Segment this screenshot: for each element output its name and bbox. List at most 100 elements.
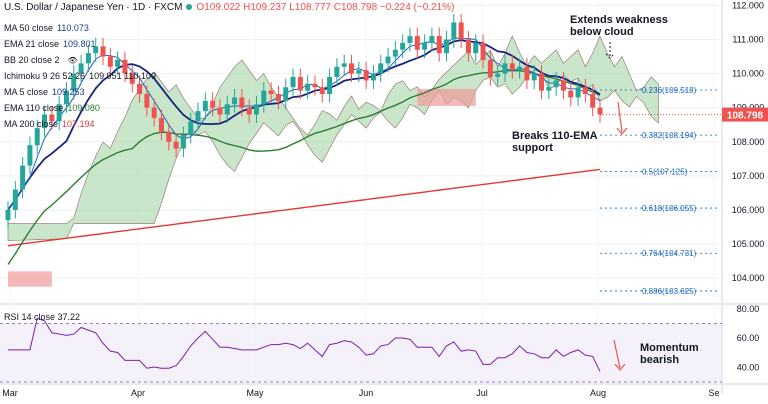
candle-body	[129, 73, 135, 84]
legend-label: MA 50 close	[4, 23, 54, 33]
legend-label: MA 200 close	[4, 119, 59, 129]
legend-label: BB 20 close 2	[4, 55, 60, 65]
candle-body	[107, 56, 113, 67]
last-price-tag	[722, 107, 768, 122]
y-tick-label: 105.000	[732, 239, 765, 249]
y-tick-label: 110.000	[732, 69, 764, 79]
candle-body	[188, 121, 194, 135]
candle-body	[546, 87, 552, 91]
candle-body	[378, 63, 384, 74]
candle-body	[115, 59, 121, 67]
symbol-title: U.S. Dollar / Japanese Yen · 1D · FXCM	[4, 2, 183, 13]
legend-label: Ichimoku 9 26 52 26	[4, 71, 86, 81]
legend-row: Ichimoku 9 26 52 26 109.951 110.109	[4, 68, 160, 84]
candle-body	[297, 77, 303, 91]
candle-body	[246, 107, 252, 115]
candle-body	[524, 66, 530, 81]
candle-body	[290, 77, 296, 88]
candle-body	[144, 94, 150, 108]
legend-label: EMA 110 close	[4, 103, 64, 113]
candle-body	[575, 87, 581, 98]
legend-row: MA 50 close 110.073	[4, 20, 160, 36]
candle-body	[392, 49, 398, 57]
candle-body	[224, 104, 230, 115]
candle-body	[429, 36, 435, 43]
legend-row: EMA 110 close 109.080	[4, 100, 160, 116]
candle-body	[370, 73, 376, 81]
candle-body	[327, 77, 333, 95]
candle-body	[210, 100, 216, 108]
candle-body	[480, 42, 486, 60]
candle-body	[341, 63, 347, 67]
candle-body	[553, 80, 559, 88]
x-tick-label: Mar	[2, 388, 18, 398]
legend-value: 109.253	[52, 87, 85, 97]
candle-body	[137, 83, 143, 95]
candle-body	[78, 63, 84, 74]
legend-value: 107.194	[62, 119, 95, 129]
candle-body	[173, 141, 179, 149]
annotation-extends-weakness: Extends weakness below cloud	[570, 14, 668, 38]
candle-body	[12, 189, 18, 210]
y-tick-label: 108.000	[732, 137, 765, 147]
eye-hidden-icon[interactable]: 👁	[67, 56, 78, 65]
legend-row: MA 5 close 109.253	[4, 84, 160, 100]
candle-body	[27, 145, 33, 166]
candle-body	[5, 209, 11, 221]
fib-level-label: 0.5(107.125)	[642, 168, 688, 177]
candle-body	[275, 94, 281, 101]
candle-body	[202, 100, 208, 112]
candle-body	[509, 63, 515, 71]
fib-level-label: 0.236(109.518)	[642, 86, 697, 95]
candle-body	[239, 97, 245, 108]
candle-body	[283, 87, 289, 101]
y-tick-label: 112.000	[732, 0, 764, 10]
legend-row: BB 20 close 2 👁	[4, 52, 160, 68]
candle-body	[473, 42, 479, 54]
candle-body	[356, 70, 362, 74]
candle-body	[531, 73, 537, 81]
ohlc-readout: O109.022 H109.237 L108.777 C108.798 −0.2…	[196, 2, 455, 13]
y-tick-label: 104.000	[732, 273, 765, 283]
indicator-legend: MA 50 close 110.073 EMA 21 close 109.801 BB …	[4, 20, 160, 132]
y-tick-label: 111.000	[732, 35, 763, 45]
candle-body	[166, 131, 172, 142]
candle-body	[56, 104, 62, 122]
candle-body	[539, 73, 545, 91]
candle-body	[422, 42, 428, 50]
legend-label: MA 5 close	[4, 87, 49, 97]
candle-body	[122, 59, 128, 74]
y-tick-label: 107.000	[732, 171, 765, 181]
fib-level-label: 0.382(108.194)	[642, 131, 697, 140]
candle-body	[436, 36, 442, 54]
status-dot-icon	[186, 4, 193, 10]
candle-body	[312, 83, 318, 88]
x-tick-label: Jun	[359, 388, 374, 398]
candle-body	[400, 42, 406, 50]
ichimoku-cloud-bearish	[8, 271, 52, 287]
candle-body	[261, 90, 267, 105]
candle-body	[34, 128, 40, 146]
legend-row: EMA 21 close 109.801	[4, 36, 160, 52]
candle-body	[319, 87, 325, 95]
candle-body	[414, 36, 420, 50]
candle-body	[305, 83, 311, 91]
fib-level-label: 0.764(104.731)	[642, 249, 697, 258]
ema110-line	[7, 69, 601, 265]
legend-value: 110.073	[57, 23, 89, 33]
y-tick-label: 106.000	[732, 205, 765, 215]
last-price-text: 108.798	[727, 111, 764, 122]
ma50-line	[7, 39, 601, 211]
ichimoku-cloud	[7, 35, 659, 241]
candle-body	[451, 22, 457, 40]
rsi-tick-label: 60.00	[737, 333, 760, 343]
ema21-line	[7, 37, 601, 211]
x-tick-label: Se	[708, 388, 719, 398]
candle-body	[195, 111, 201, 122]
candle-body	[582, 87, 588, 95]
candle-body	[158, 117, 164, 132]
annotation-breaks-ema: Breaks 110-EMA support	[512, 130, 598, 154]
candle-body	[495, 73, 501, 77]
x-tick-label: Aug	[590, 388, 606, 398]
